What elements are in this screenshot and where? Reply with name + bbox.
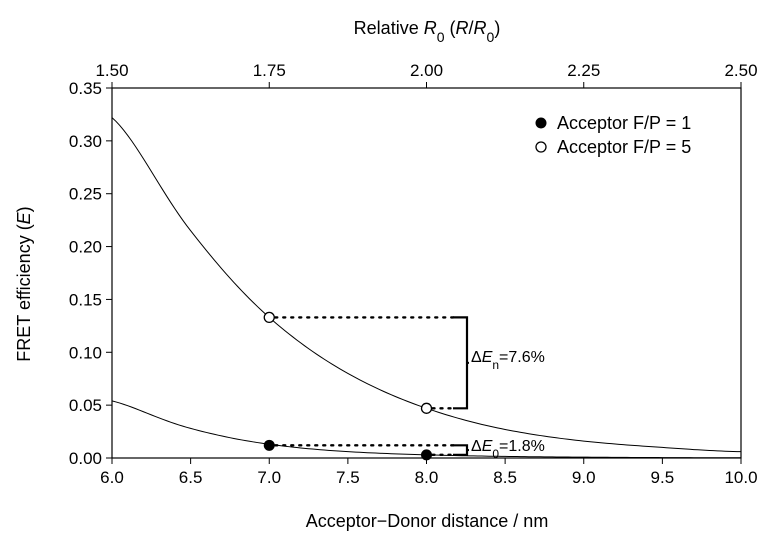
y-tick-label: 0.00 <box>69 449 102 468</box>
legend-label-fp1: Acceptor F/P = 1 <box>557 113 691 133</box>
legend-label-fp5: Acceptor F/P = 5 <box>557 137 691 157</box>
annotation-delta-en: ΔEn=7.6% <box>471 349 545 372</box>
y-tick-label: 0.10 <box>69 343 102 362</box>
y-tick-label: 0.35 <box>69 79 102 98</box>
x-tick-label: 9.5 <box>651 468 675 487</box>
y-tick-label: 0.05 <box>69 396 102 415</box>
legend-marker-fp5 <box>535 141 547 153</box>
x-tick-label: 9.0 <box>572 468 596 487</box>
y-tick-label: 0.30 <box>69 132 102 151</box>
x-tick-label: 10.0 <box>724 468 757 487</box>
legend: Acceptor F/P = 1 Acceptor F/P = 5 <box>535 113 691 157</box>
data-point-fp5 <box>263 311 275 324</box>
y-axis-title: FRET efficiency (E) <box>14 206 34 361</box>
annotation-bracket-1 <box>453 316 469 410</box>
legend-marker-fp1 <box>535 117 547 129</box>
top-axis-title: Relative R0 (R/R0) <box>354 18 501 45</box>
y-tick-label: 0.20 <box>69 238 102 257</box>
data-point-fp1 <box>421 449 432 461</box>
x-axis-title: Acceptor−Donor distance / nm <box>306 511 549 531</box>
x-tick-label: 6.5 <box>179 468 203 487</box>
plot-layer: 6.0 6.5 7.0 7.5 8.0 8.5 9.0 9.5 10.0 1.50 1.75 2.00… <box>69 61 758 487</box>
top-tick-label: 2.50 <box>724 61 757 80</box>
x-tick-label: 8.0 <box>415 468 439 487</box>
top-tick-label: 2.25 <box>567 61 600 80</box>
x-tick-label: 6.0 <box>100 468 124 487</box>
data-point-fp1 <box>263 439 275 451</box>
top-tick-label: 2.00 <box>410 61 443 80</box>
y-tick-label: 0.15 <box>69 290 102 309</box>
data-point-fp5 <box>420 402 433 414</box>
x-tick-label: 8.5 <box>493 468 517 487</box>
top-tick-label: 1.50 <box>95 61 128 80</box>
annotation-bracket-2 <box>453 444 469 456</box>
series-curve-2 <box>111 117 742 453</box>
top-tick-label: 1.75 <box>253 61 286 80</box>
x-tick-label: 7.0 <box>257 468 281 487</box>
annotation-delta-e0: ΔE0=1.8% <box>471 438 545 461</box>
y-tick-label: 0.25 <box>69 185 102 204</box>
x-tick-label: 7.5 <box>336 468 360 487</box>
